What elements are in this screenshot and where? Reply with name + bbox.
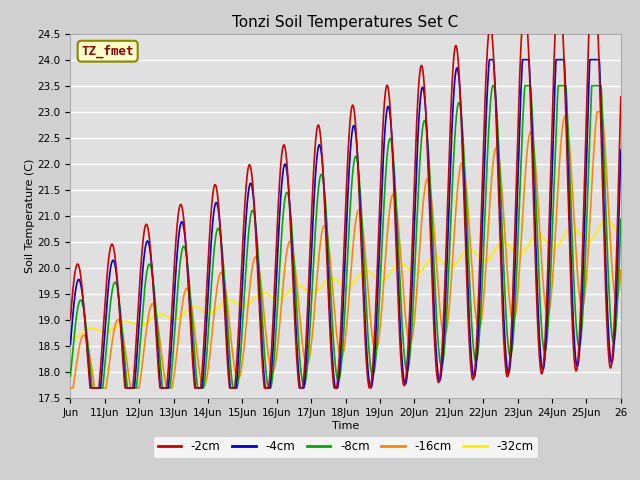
-8cm: [321, 194, 329, 200]
Y-axis label: Soil Temperature (C): Soil Temperature (C): [25, 159, 35, 273]
-4cm: [67, 342, 74, 348]
-16cm: [476, 326, 483, 332]
-2cm: [486, 25, 493, 31]
-8cm: [88, 385, 96, 391]
-2cm: [67, 317, 74, 323]
-4cm: [486, 57, 493, 62]
Line: -2cm: -2cm: [70, 28, 621, 388]
-8cm: [332, 363, 339, 369]
-2cm: [86, 385, 94, 391]
-16cm: [321, 223, 328, 228]
-32cm: [67, 336, 75, 342]
-32cm: [67, 336, 74, 342]
Line: -8cm: -8cm: [70, 86, 621, 388]
-32cm: [611, 225, 618, 230]
-4cm: [617, 147, 625, 153]
-8cm: [476, 331, 483, 336]
Line: -4cm: -4cm: [70, 60, 621, 388]
-2cm: [557, 25, 564, 31]
Line: -16cm: -16cm: [70, 112, 621, 388]
-4cm: [476, 300, 483, 306]
Title: Tonzi Soil Temperatures Set C: Tonzi Soil Temperatures Set C: [232, 15, 459, 30]
-16cm: [610, 287, 618, 292]
-32cm: [617, 232, 625, 238]
-8cm: [557, 83, 564, 89]
-32cm: [556, 240, 564, 246]
-8cm: [617, 216, 625, 222]
Line: -32cm: -32cm: [70, 220, 621, 339]
-4cm: [153, 335, 161, 341]
-32cm: [476, 255, 483, 261]
-4cm: [557, 57, 564, 62]
-32cm: [332, 276, 339, 282]
-16cm: [331, 314, 339, 320]
-32cm: [153, 312, 161, 318]
-2cm: [321, 211, 329, 216]
-4cm: [332, 385, 339, 391]
-16cm: [556, 156, 564, 161]
-4cm: [321, 202, 329, 207]
-8cm: [489, 83, 497, 89]
-8cm: [153, 318, 161, 324]
-2cm: [611, 317, 618, 323]
-32cm: [603, 217, 611, 223]
-2cm: [617, 94, 625, 100]
-16cm: [67, 385, 74, 391]
X-axis label: Time: Time: [332, 421, 359, 431]
-8cm: [611, 337, 618, 343]
-16cm: [617, 267, 625, 273]
-2cm: [476, 265, 483, 271]
Legend: -2cm, -4cm, -8cm, -16cm, -32cm: -2cm, -4cm, -8cm, -16cm, -32cm: [153, 436, 538, 458]
-4cm: [87, 385, 95, 391]
-2cm: [332, 385, 339, 391]
-32cm: [321, 279, 329, 285]
-16cm: [593, 109, 601, 115]
-4cm: [611, 337, 618, 343]
-8cm: [67, 373, 74, 379]
-16cm: [152, 313, 160, 319]
Text: TZ_fmet: TZ_fmet: [81, 45, 134, 58]
-2cm: [153, 344, 161, 350]
